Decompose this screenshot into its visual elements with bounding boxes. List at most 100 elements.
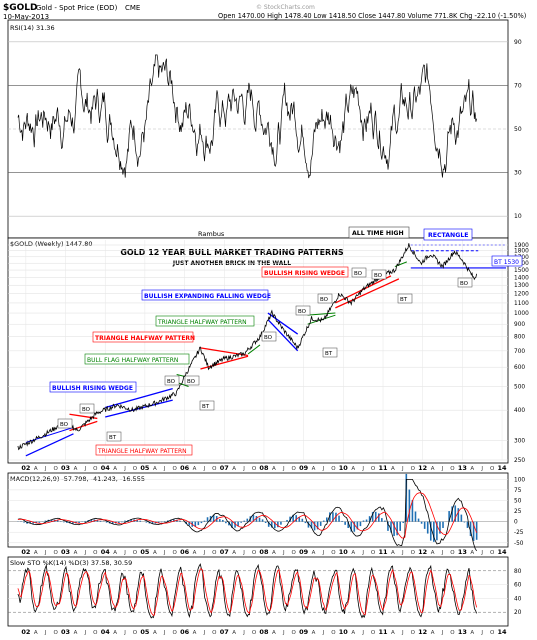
month-tick-label: O	[172, 630, 177, 636]
month-tick-label: O	[93, 466, 98, 472]
bo-tag: BO	[295, 305, 311, 316]
month-tick-label: A	[113, 466, 117, 472]
month-tick-label: O	[252, 466, 257, 472]
month-tick-label: A	[232, 550, 236, 556]
month-tick-label: O	[172, 550, 177, 556]
month-tick-label: J	[242, 466, 245, 472]
thp2006-box	[92, 331, 194, 343]
brw2010-label: BULLISH RISING WEDGE	[264, 270, 345, 277]
month-tick-label: A	[431, 550, 435, 556]
price-tick-label: 600	[514, 365, 525, 371]
year-tick-label: 05	[140, 464, 150, 472]
bo-tag: BO	[79, 403, 95, 414]
month-tick-label: J	[322, 466, 325, 472]
triangle-line-2009	[307, 312, 336, 316]
macd-series	[8, 473, 508, 552]
year-tick-label: 03	[61, 464, 70, 472]
sto-tick-label: 60	[514, 583, 522, 589]
wedge-line-2002	[25, 433, 74, 457]
svg-text:BO: BO	[264, 335, 273, 341]
svg-text:BO: BO	[187, 379, 196, 385]
month-tick-label: O	[93, 550, 98, 556]
year-tick-label: 02	[21, 548, 30, 556]
month-tick-label: J	[401, 550, 404, 556]
rectangle-label: RECTANGLE	[428, 232, 469, 239]
month-tick-label: A	[113, 630, 117, 636]
month-tick-label: J	[441, 466, 444, 472]
year-tick-label: 10	[339, 628, 349, 636]
bt-tag: BT	[397, 293, 413, 304]
sto-tick-label: 20	[514, 610, 522, 616]
price-tick-label: 1300	[514, 283, 529, 289]
year-tick-label: 14	[498, 628, 508, 636]
year-tick-label: 13	[458, 628, 467, 636]
year-tick-label: 06	[180, 548, 190, 556]
month-tick-label: J	[322, 630, 325, 636]
bt-tag: BT	[106, 431, 122, 442]
ath-label: ALL TIME HIGH	[352, 230, 404, 237]
year-tick-label: 04	[101, 628, 111, 636]
price-tick-label: 1100	[514, 301, 529, 307]
svg-text:BT: BT	[325, 351, 333, 357]
month-tick-label: A	[193, 466, 197, 472]
year-tick-label: 07	[220, 628, 229, 636]
svg-text:BO: BO	[460, 281, 469, 287]
year-tick-label: 14	[498, 464, 508, 472]
month-tick-label: J	[322, 550, 325, 556]
thp2003-box	[95, 444, 193, 456]
month-tick-label: A	[431, 466, 435, 472]
month-tick-label: J	[361, 466, 364, 472]
month-tick-label: O	[411, 466, 416, 472]
svg-text:BO: BO	[354, 271, 363, 277]
ath-box	[348, 226, 410, 239]
price-tick-label: 300	[514, 439, 525, 445]
month-tick-label: A	[113, 550, 117, 556]
month-tick-label: O	[212, 466, 217, 472]
month-tick-label: O	[93, 630, 98, 636]
price-tick-label: 1400	[514, 275, 529, 281]
month-tick-label: A	[272, 630, 276, 636]
year-tick-label: 12	[418, 548, 427, 556]
month-tick-label: A	[34, 550, 38, 556]
befw-box	[141, 289, 269, 301]
month-tick-label: A	[153, 466, 157, 472]
month-tick-label: A	[351, 630, 355, 636]
month-tick-label: O	[53, 630, 58, 636]
exchange-label: CME	[125, 4, 140, 12]
rsi-tick-label: 50	[514, 126, 522, 133]
month-tick-label: J	[123, 466, 126, 472]
month-tick-label: A	[74, 630, 78, 636]
month-tick-label: A	[470, 630, 474, 636]
price-tick-label: 1500	[514, 268, 529, 274]
month-tick-label: J	[44, 550, 47, 556]
bo-tag: BO	[317, 293, 333, 304]
rsi-grid	[8, 41, 508, 217]
year-tick-label: 10	[339, 548, 349, 556]
month-tick-label: O	[212, 550, 217, 556]
wedge-line-2004	[105, 399, 173, 418]
quote-line: Open 1470.00 High 1478.40 Low 1418.50 Cl…	[218, 12, 526, 20]
symbol-title: $GOLD	[3, 3, 38, 13]
month-tick-label: A	[351, 550, 355, 556]
month-tick-label: O	[411, 550, 416, 556]
year-tick-label: 13	[458, 464, 467, 472]
year-tick-label: 11	[378, 548, 388, 556]
year-tick-label: 14	[498, 548, 508, 556]
month-tick-label: J	[441, 550, 444, 556]
year-tick-label: 03	[61, 548, 70, 556]
macd-tick-label: 0	[514, 520, 518, 526]
month-tick-label: O	[450, 466, 455, 472]
month-tick-label: A	[431, 630, 435, 636]
month-tick-label: A	[470, 550, 474, 556]
bo-tag: BO	[184, 375, 200, 386]
month-tick-label: A	[74, 466, 78, 472]
month-tick-label: A	[193, 550, 197, 556]
month-tick-label: J	[282, 630, 285, 636]
month-tick-label: O	[371, 466, 376, 472]
rectangle-box	[423, 228, 473, 241]
macd-tick-label: 25	[514, 509, 522, 515]
month-tick-label: J	[163, 630, 166, 636]
bt1530-label: BT 1530	[494, 259, 519, 266]
brw2004-box	[49, 381, 137, 393]
month-tick-label: A	[312, 550, 316, 556]
